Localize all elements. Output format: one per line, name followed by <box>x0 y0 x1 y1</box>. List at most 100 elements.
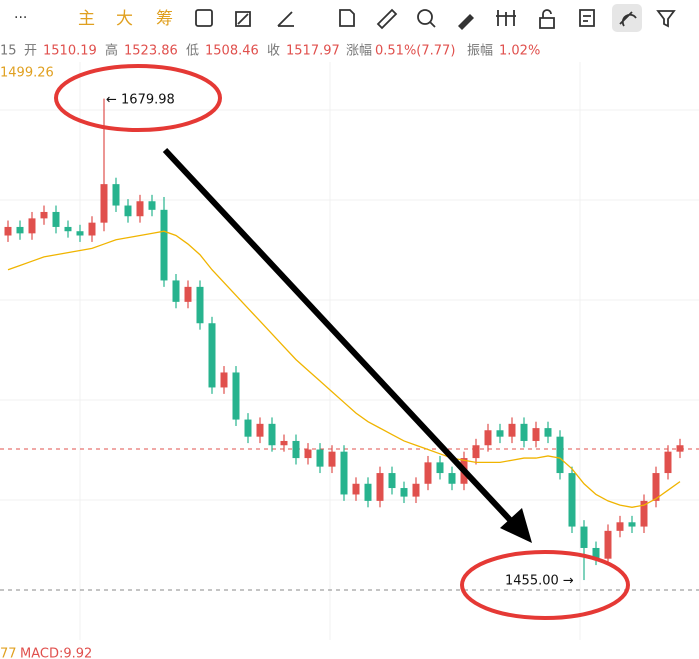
icon[interactable] <box>417 9 433 25</box>
icon[interactable] <box>376 8 398 30</box>
candle-body <box>640 500 648 527</box>
toolbar-icons <box>195 4 676 32</box>
candle-body <box>208 323 216 388</box>
candle-body <box>472 445 480 459</box>
candle-body <box>40 211 48 219</box>
low-annotation: 1455.00 → <box>505 574 574 589</box>
trend-arrow-head <box>500 508 532 543</box>
candle-body <box>316 449 324 467</box>
info-value: 1517.97 <box>286 44 340 59</box>
icon[interactable] <box>539 9 555 29</box>
info-label: 低 <box>186 44 199 59</box>
candle-body <box>112 184 120 206</box>
highlight-ellipse <box>54 64 222 132</box>
candle-body <box>436 462 444 474</box>
candle-body <box>16 226 24 234</box>
candle-body <box>4 226 12 236</box>
candle-body <box>484 430 492 446</box>
candle-body <box>28 218 36 234</box>
ma-label: 1499.26 <box>0 66 54 81</box>
macd-prefix: 77 <box>0 647 17 659</box>
candle-body <box>556 436 564 474</box>
toolbar-item[interactable]: 大 <box>116 9 133 29</box>
grid <box>0 62 699 640</box>
info-label: 收 <box>267 44 280 59</box>
plot <box>4 98 684 581</box>
candle-body <box>652 473 660 501</box>
candle-body <box>592 547 600 559</box>
candle-body <box>568 473 576 527</box>
candle-body <box>352 483 360 495</box>
candle-body <box>256 423 264 437</box>
info-label: 开 <box>24 44 37 59</box>
toolbar-item[interactable]: 主 <box>78 9 95 29</box>
icon[interactable] <box>579 9 595 27</box>
candle-body <box>508 423 516 437</box>
candle-body <box>280 440 288 446</box>
candle-body <box>628 522 636 527</box>
candle-body <box>664 451 672 474</box>
macd-label: MACD:9.92 <box>20 647 92 659</box>
info-value: 1.02% <box>499 44 540 59</box>
candle-body <box>604 530 612 559</box>
candle-body <box>400 488 408 497</box>
highlight-ellipse <box>460 550 630 620</box>
candle-body <box>388 473 396 489</box>
candle-body <box>532 428 540 441</box>
candle-body <box>100 184 108 223</box>
candle-body <box>364 483 372 501</box>
candle-body <box>184 286 192 302</box>
candle-body <box>328 451 336 467</box>
candle-body <box>244 419 252 437</box>
info-label: 振幅 <box>467 44 493 59</box>
ma-line <box>7 230 681 508</box>
candle-body <box>580 526 588 548</box>
info-period: 15 <box>0 44 17 59</box>
candle-body <box>136 201 144 217</box>
candle-body <box>448 473 456 484</box>
candle-body <box>376 473 384 501</box>
candle-body <box>64 226 72 232</box>
icon[interactable] <box>656 10 676 28</box>
candle-body <box>520 423 528 441</box>
candle-body <box>304 449 312 459</box>
candle-body <box>412 483 420 497</box>
candle-body <box>676 445 684 452</box>
info-label: 涨幅 <box>346 44 372 59</box>
candle-body <box>76 231 84 236</box>
candle-body <box>616 522 624 531</box>
candle-body <box>220 372 228 388</box>
info-label: 高 <box>105 43 118 59</box>
info-value: 1523.86 <box>124 44 178 59</box>
icon[interactable] <box>429 21 436 28</box>
high-annotation: ← 1679.98 <box>106 93 175 108</box>
icon[interactable] <box>496 10 516 26</box>
info-value: 1510.19 <box>43 44 97 59</box>
candle-body <box>340 451 348 495</box>
candle-body <box>292 440 300 459</box>
candle-body <box>232 372 240 420</box>
icon[interactable] <box>339 9 355 27</box>
candle-body <box>196 286 204 324</box>
trend-arrow <box>162 147 515 525</box>
info-value: 0.51%(7.77) <box>375 44 455 59</box>
icon[interactable] <box>277 11 294 27</box>
candle-body <box>424 462 432 484</box>
toolbar-item[interactable]: 筹 <box>156 9 173 29</box>
more-button[interactable]: ··· <box>14 10 27 26</box>
icon[interactable] <box>458 14 474 30</box>
icon[interactable] <box>195 9 213 27</box>
candle-body <box>268 423 276 446</box>
candle-body <box>52 211 60 227</box>
icon[interactable] <box>619 11 637 27</box>
candle-body <box>544 428 552 437</box>
info-value: 1508.46 <box>205 44 259 59</box>
candle-body <box>148 201 156 210</box>
icon[interactable] <box>235 11 251 27</box>
candle-body <box>124 205 132 217</box>
candle-body <box>160 209 168 281</box>
candle-body <box>88 222 96 236</box>
candle-body <box>496 430 504 437</box>
